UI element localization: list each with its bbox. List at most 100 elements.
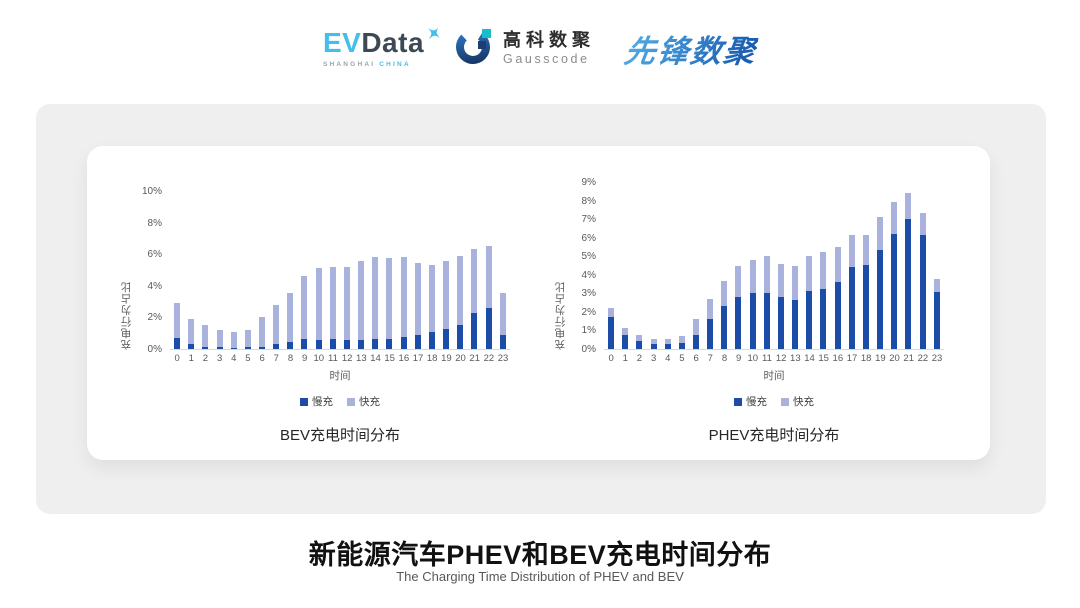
x-tick-label: 23 [497,353,509,364]
x-tick-label: 19 [875,353,886,364]
slow-charge-segment [806,291,813,349]
stacked-bar-hour-10 [315,267,322,349]
y-tick-label: 6% [147,249,162,261]
stacked-bar-hour-21 [905,193,912,349]
slow-charge-segment [877,249,884,349]
fast-charge-segment [343,266,350,341]
slow-charge-segment [174,337,181,349]
slow-charge-segment [202,346,209,349]
stacked-bar-hour-5 [678,336,685,349]
stacked-bar-hour-7 [273,304,280,349]
slow-charge-segment [664,344,671,349]
x-tick-label: 5 [679,353,685,364]
phev-plot-area [604,182,944,350]
evdata-tagline: SHANGHAI CHINA [323,61,424,69]
fast-charge-segment [777,263,784,298]
fast-charge-segment [244,330,251,348]
legend-label: 慢充 [746,396,767,408]
stacked-bar-hour-23 [933,278,940,349]
fast-charge-segment [707,298,714,320]
fast-charge-segment [414,262,421,335]
x-tick-label: 17 [846,353,858,364]
gausscode-cn-text: 高科数聚 [503,30,596,51]
fast-charge-segment [485,246,492,308]
x-tick-label: 1 [188,353,194,364]
x-tick-label: 7 [707,353,713,364]
bev-y-axis-ticks: 0% 2% 4% 6% 8% 10% [134,187,170,355]
stacked-bar-hour-20 [891,202,898,349]
stacked-bar-hour-5 [244,330,251,349]
bev-chart-title: BEV充电时间分布 [279,427,400,444]
stacked-bar-hour-22 [919,212,926,349]
fast-charge-segment [273,304,280,345]
stacked-bar-hour-17 [848,234,855,349]
slow-charge-segment [707,319,714,349]
y-tick-label: 0% [147,344,162,355]
slow-charge-segment [905,219,912,349]
stacked-bar-hour-16 [400,257,407,349]
stacked-bar-hour-0 [608,308,615,349]
slow-charge-segment [777,297,784,349]
fast-charge-segment [792,265,799,300]
stacked-bar-hour-13 [792,265,799,349]
fast-charge-segment [443,261,450,330]
fast-charge-segment [735,265,742,298]
y-tick-label: 7% [581,214,596,226]
fast-charge-segment [471,249,478,313]
slow-charge-segment [622,335,629,349]
fast-charge-segment [891,202,898,234]
y-tick-label: 6% [581,232,596,244]
fast-charge-segment [301,276,308,339]
x-tick-label: 13 [790,353,801,364]
stacked-bar-hour-14 [372,257,379,349]
bev-plot-area [170,191,510,350]
y-tick-label: 9% [581,177,596,188]
fast-charge-segment [749,259,756,294]
stacked-bar-hour-1 [188,319,195,349]
stacked-bar-hour-16 [834,246,841,349]
stacked-bar-hour-6 [259,317,266,349]
slow-charge-segment [820,288,827,349]
header-logos: EVData SHANGHAI CHINA [0,26,1080,71]
legend-swatch [300,397,308,406]
phev-y-axis-label: 充电行为占比 [554,281,567,350]
legend-item-慢充: 慢充 [734,394,767,409]
page-subtitle: The Charging Time Distribution of PHEV a… [396,569,684,584]
slow-charge-segment [188,344,195,349]
stacked-bar-hour-10 [749,259,756,349]
stacked-bar-hour-6 [693,319,700,349]
x-tick-label: 12 [341,353,353,364]
slow-charge-segment [400,337,407,349]
fast-charge-segment [678,336,685,344]
legend-label: 快充 [359,396,380,408]
x-tick-label: 22 [917,353,929,364]
legend-swatch [734,397,742,406]
slow-charge-segment [834,282,841,349]
page-title: 新能源汽车PHEV和BEV充电时间分布 [308,540,772,570]
stacked-bar-hour-15 [386,258,393,349]
bev-legend: 慢充 快充 [170,394,510,409]
legend-item-快充: 快充 [781,394,814,409]
phev-chart-title: PHEV充电时间分布 [708,427,840,444]
fast-charge-segment [287,292,294,342]
x-tick-label: 2 [636,353,643,364]
y-tick-label: 8% [581,195,596,207]
fast-charge-segment [358,260,365,340]
x-tick-label: 20 [455,353,466,364]
gausscode-en-text: Gausscode [503,52,590,67]
fast-charge-segment [202,325,209,347]
slow-charge-segment [230,347,237,349]
x-tick-label: 21 [903,353,914,364]
fast-charge-segment [834,246,841,283]
stacked-bar-hour-0 [174,303,181,349]
x-tick-label: 15 [818,353,829,364]
stacked-bar-hour-19 [877,217,884,349]
bev-x-axis-ticks: 0 1 2 3 4 5 6 7 8 9 10 11 12 13 14 15 16 17 18 19 20 21 22 23 [170,353,510,364]
slow-charge-segment [216,347,223,349]
x-tick-label: 4 [665,353,671,364]
x-tick-label: 17 [412,353,424,364]
slow-charge-segment [792,299,799,349]
fast-charge-segment [386,258,393,339]
stacked-bar-hour-14 [806,256,813,349]
slow-charge-segment [457,325,464,349]
